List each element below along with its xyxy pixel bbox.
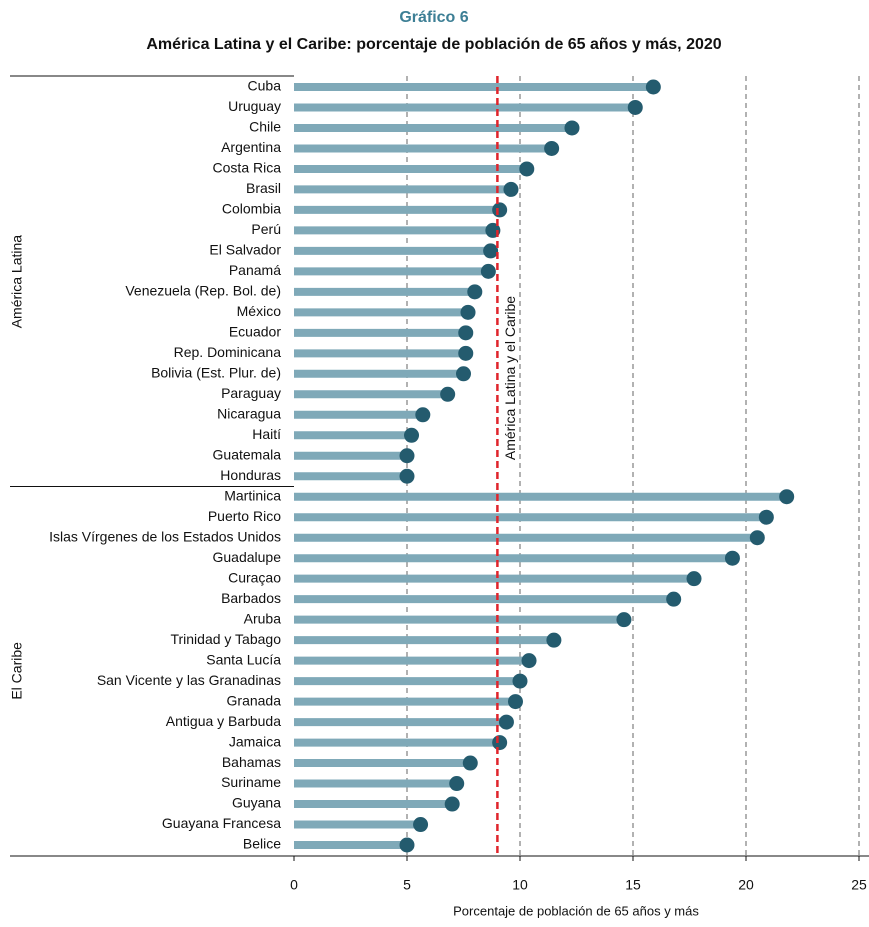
- category-label: Antigua y Barbuda: [166, 713, 281, 729]
- marker: [507, 694, 523, 710]
- category-label: Perú: [251, 221, 281, 237]
- x-tick-label: 20: [738, 877, 754, 893]
- marker: [645, 79, 661, 95]
- category-label: Islas Vírgenes de los Estados Unidos: [49, 528, 281, 544]
- marker: [779, 489, 795, 505]
- marker: [399, 448, 415, 464]
- marker: [512, 673, 528, 689]
- category-label: Suriname: [221, 774, 281, 790]
- marker: [498, 714, 514, 730]
- category-label: Costa Rica: [213, 160, 282, 176]
- category-label: Chile: [249, 119, 281, 135]
- category-label: Curaçao: [228, 569, 281, 585]
- category-label: Guayana Francesa: [162, 815, 281, 831]
- category-label: Martinica: [224, 487, 281, 503]
- marker: [467, 284, 483, 300]
- category-label: Jamaica: [229, 733, 281, 749]
- category-label: Bahamas: [222, 754, 281, 770]
- marker: [483, 243, 499, 259]
- marker: [458, 345, 474, 361]
- group-label: El Caribe: [9, 642, 25, 700]
- marker: [440, 386, 456, 402]
- category-label: Venezuela (Rep. Bol. de): [125, 283, 281, 299]
- x-tick-label: 5: [403, 877, 411, 893]
- category-label: Brasil: [246, 180, 281, 196]
- marker: [544, 140, 560, 156]
- category-label: Colombia: [222, 201, 281, 217]
- category-label: Argentina: [221, 139, 281, 155]
- marker: [686, 571, 702, 587]
- marker: [564, 120, 580, 136]
- marker: [492, 202, 508, 218]
- marker: [616, 612, 632, 628]
- category-label: San Vicente y las Granadinas: [97, 672, 281, 688]
- category-label: Trinidad y Tabago: [170, 631, 281, 647]
- chart-subtitle: América Latina y el Caribe: porcentaje d…: [146, 36, 721, 53]
- category-label: Puerto Rico: [208, 508, 281, 524]
- marker: [415, 407, 431, 423]
- category-label: Granada: [227, 692, 282, 708]
- category-label: Cuba: [248, 78, 282, 94]
- category-label: Paraguay: [221, 385, 281, 401]
- group-label: América Latina: [9, 235, 25, 329]
- marker: [458, 325, 474, 341]
- marker: [462, 755, 478, 771]
- x-tick-label: 25: [851, 877, 867, 893]
- marker: [413, 817, 429, 833]
- marker: [521, 653, 537, 669]
- category-label: Bolivia (Est. Plur. de): [151, 365, 281, 381]
- category-label: Ecuador: [229, 324, 281, 340]
- marker: [724, 550, 740, 566]
- marker: [503, 181, 519, 197]
- marker: [480, 263, 496, 279]
- chart-title: Gráfico 6: [399, 9, 468, 26]
- category-label: Panamá: [229, 262, 281, 278]
- marker: [519, 161, 535, 177]
- category-label: Aruba: [244, 610, 282, 626]
- category-label: Belice: [243, 836, 281, 852]
- marker: [449, 776, 465, 792]
- category-label: Barbados: [221, 590, 281, 606]
- category-label: Nicaragua: [217, 405, 281, 421]
- marker: [749, 530, 765, 546]
- category-label: Guadalupe: [212, 549, 281, 565]
- marker: [758, 509, 774, 525]
- x-tick-label: 15: [625, 877, 641, 893]
- marker: [399, 468, 415, 484]
- category-label: Guatemala: [213, 446, 282, 462]
- x-axis-label: Porcentaje de población de 65 años y más: [453, 903, 699, 918]
- marker: [456, 366, 471, 382]
- marker: [444, 796, 460, 812]
- category-label: Uruguay: [228, 98, 281, 114]
- marker: [404, 427, 420, 443]
- category-label: Haití: [252, 426, 281, 442]
- category-label: México: [237, 303, 282, 319]
- category-label: Rep. Dominicana: [174, 344, 282, 360]
- marker: [492, 735, 508, 751]
- marker: [546, 632, 562, 648]
- marker: [666, 591, 682, 607]
- marker: [460, 304, 476, 320]
- marker: [627, 99, 643, 115]
- x-tick-label: 10: [512, 877, 528, 893]
- reference-label: América Latina y el Caribe: [502, 296, 518, 460]
- category-label: Guyana: [232, 795, 281, 811]
- category-label: El Salvador: [209, 242, 281, 258]
- category-label: Santa Lucía: [206, 651, 281, 667]
- marker: [399, 837, 415, 853]
- category-label: Honduras: [220, 467, 281, 483]
- x-tick-label: 0: [290, 877, 298, 893]
